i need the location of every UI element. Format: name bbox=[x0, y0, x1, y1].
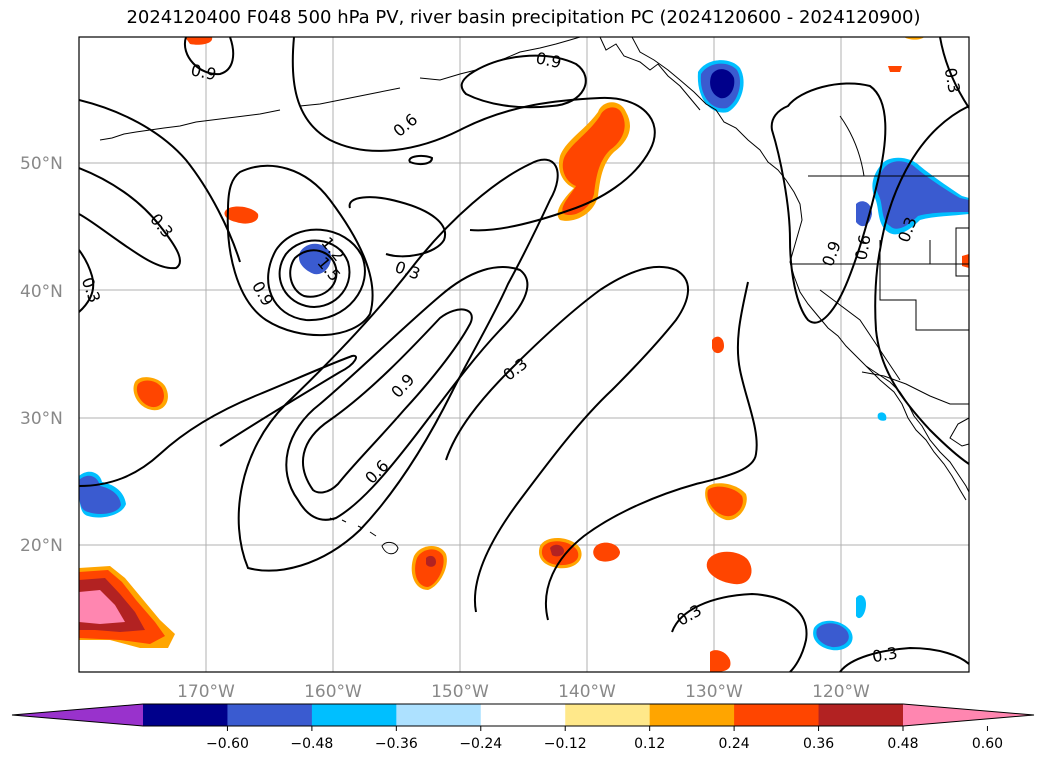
border-us-mexico bbox=[861, 371, 969, 405]
contour-09-north bbox=[460, 54, 587, 109]
lat-labels: 50°N 40°N 30°N 20°N bbox=[20, 154, 63, 556]
colorbar-tick-label: −0.12 bbox=[544, 736, 587, 752]
colorbar-segment bbox=[818, 704, 904, 726]
contour-label: 0.6 bbox=[851, 233, 874, 261]
contour-03-trough bbox=[237, 158, 559, 572]
colorbar-segment bbox=[480, 704, 566, 726]
colorbar-tick-label: 0.24 bbox=[719, 736, 750, 752]
precip-patch-l bbox=[888, 66, 902, 72]
contour-label: 0.3 bbox=[941, 66, 964, 94]
colorbar-segment bbox=[734, 704, 820, 726]
colorbar-tick-label: −0.60 bbox=[206, 736, 249, 752]
colorbar-tick-label: 0.60 bbox=[972, 736, 1003, 752]
contour-03-nw bbox=[79, 167, 181, 270]
coastline-alaska bbox=[599, 37, 701, 111]
precip-patch-n bbox=[962, 254, 969, 268]
colorbar-segment bbox=[143, 704, 228, 726]
contour-center-mid bbox=[278, 239, 351, 308]
contour-03-southeast bbox=[445, 266, 690, 613]
lat-label-50n: 50°N bbox=[20, 154, 63, 174]
contour-09-west bbox=[226, 164, 374, 337]
colorbar-extend-high bbox=[903, 704, 1034, 726]
contour-03-center bbox=[348, 196, 447, 258]
colorbar-segment bbox=[649, 704, 735, 726]
contour-06-na bbox=[874, 105, 969, 465]
colorbar-outline bbox=[11, 703, 1035, 727]
colorbar-tick-label: 0.36 bbox=[803, 736, 834, 752]
colorbar-segment bbox=[227, 704, 313, 726]
precip-patch-c bbox=[185, 37, 213, 45]
precip-patch-blue-g bbox=[856, 595, 866, 619]
colorbar-tick-label: −0.36 bbox=[375, 736, 418, 752]
contour-center-inner bbox=[289, 249, 338, 298]
contour-03-se-loop bbox=[544, 281, 758, 621]
colorbar-segment bbox=[565, 704, 651, 726]
map-area bbox=[79, 37, 969, 672]
colorbar-segment bbox=[311, 704, 397, 726]
lat-label-20n: 20°N bbox=[20, 536, 63, 556]
contour-03-ne bbox=[939, 37, 969, 109]
contour-label: 0.3 bbox=[871, 643, 899, 666]
precip-patch-k bbox=[710, 650, 731, 672]
precip-patches bbox=[79, 37, 969, 672]
lat-label-40n: 40°N bbox=[20, 282, 63, 302]
lon-label-150w: 150°W bbox=[431, 682, 489, 702]
contour-09-na bbox=[770, 82, 887, 324]
contour-03-south bbox=[79, 354, 357, 487]
precip-patch-i bbox=[593, 542, 620, 562]
lon-label-170w: 170°W bbox=[177, 682, 235, 702]
lon-label-160w: 160°W bbox=[304, 682, 362, 702]
colorbar-tick-label: −0.24 bbox=[459, 736, 502, 752]
precip-patch-e bbox=[712, 336, 724, 354]
map-border bbox=[78, 36, 970, 673]
gridlines bbox=[79, 37, 969, 672]
contour-06-north bbox=[291, 37, 656, 232]
contour-left-long bbox=[79, 99, 241, 263]
contour-03-south-small bbox=[839, 646, 969, 672]
precip-patch-g bbox=[706, 551, 752, 585]
lon-labels: 170°W 160°W 150°W 140°W 130°W 120°W bbox=[177, 682, 870, 702]
lon-label-140w: 140°W bbox=[558, 682, 616, 702]
lat-label-30n: 30°N bbox=[20, 409, 63, 429]
contour-09-nw bbox=[183, 37, 235, 76]
contour-03-sw-small bbox=[671, 592, 808, 672]
contour-06-trough bbox=[285, 266, 529, 521]
precip-patch-b bbox=[224, 206, 259, 224]
contour-03-west bbox=[79, 249, 95, 313]
colorbar-tick-label: −0.48 bbox=[290, 736, 333, 752]
colorbar-segment bbox=[396, 704, 482, 726]
colorbar-tick-label: 0.12 bbox=[634, 736, 665, 752]
contour-09-trough bbox=[302, 308, 473, 494]
coastline-baja bbox=[865, 365, 967, 501]
contour-label: 0.9 bbox=[534, 48, 563, 72]
colorbar: −0.60 −0.48 −0.36 −0.24 −0.12 0.12 0.24 0.36 0.4… bbox=[11, 703, 1035, 752]
pv-contours bbox=[79, 37, 969, 672]
figure-title: 2024120400 F048 500 hPa PV, river basin … bbox=[126, 7, 921, 28]
precip-patch-m bbox=[904, 37, 924, 40]
colorbar-extend-low bbox=[12, 704, 143, 726]
lon-label-120w: 120°W bbox=[812, 682, 870, 702]
colorbar-tick-label: 0.48 bbox=[887, 736, 918, 752]
contour-center-outer bbox=[267, 228, 366, 322]
contour-label: 0.9 bbox=[189, 60, 218, 84]
lon-label-130w: 130°W bbox=[685, 682, 743, 702]
